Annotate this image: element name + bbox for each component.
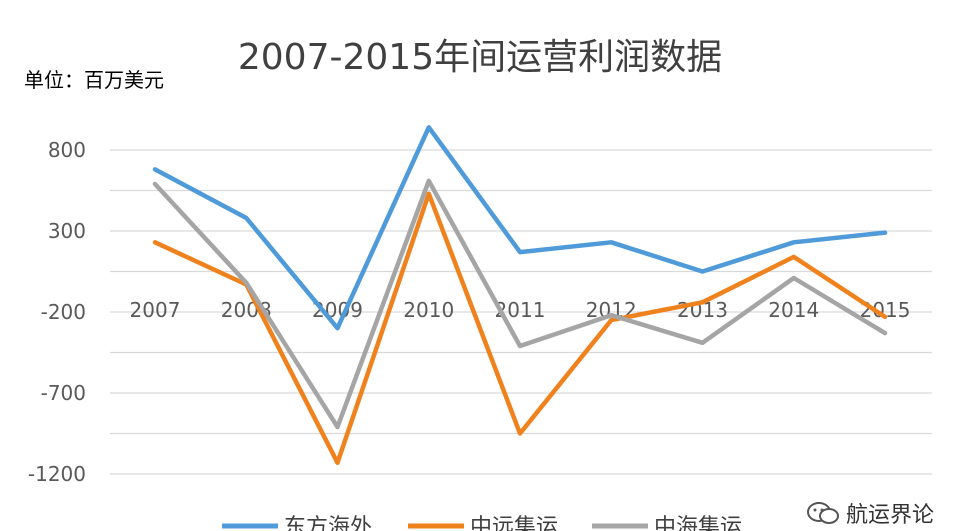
- series-line-3: [152, 178, 888, 430]
- legend-label: 中海集运: [654, 515, 742, 531]
- gridlines: [110, 149, 932, 475]
- x-tick-label: 2010: [403, 298, 454, 322]
- y-tick-label: -1200: [28, 462, 86, 486]
- y-tick-label: -200: [41, 300, 86, 324]
- chart-title: 2007-2015年间运营利润数据: [237, 37, 723, 78]
- x-axis-ticks: 2007 2008 2009 2010 2011 2012 2013 2014 2015: [130, 298, 911, 322]
- series-lines: [152, 125, 888, 465]
- y-tick-label: 300: [48, 219, 86, 243]
- y-tick-label: 800: [48, 138, 86, 162]
- series-line-2: [152, 191, 888, 465]
- x-tick-label: 2014: [768, 298, 819, 322]
- legend-label: 中远集运: [470, 515, 558, 531]
- legend-label: 东方海外: [284, 515, 372, 531]
- y-tick-label: -700: [41, 381, 86, 405]
- legend: 东方海外 中远集运 中海集运: [222, 515, 742, 531]
- x-tick-label: 2007: [130, 298, 181, 322]
- wechat-icon: [806, 502, 839, 524]
- y-axis-ticks: 800 300 -200 -700 -1200: [28, 138, 86, 486]
- watermark: 航运界论: [806, 497, 934, 529]
- series-line-1: [152, 125, 888, 331]
- unit-label: 单位：百万美元: [24, 68, 164, 92]
- watermark-text: 航运界论: [845, 503, 934, 528]
